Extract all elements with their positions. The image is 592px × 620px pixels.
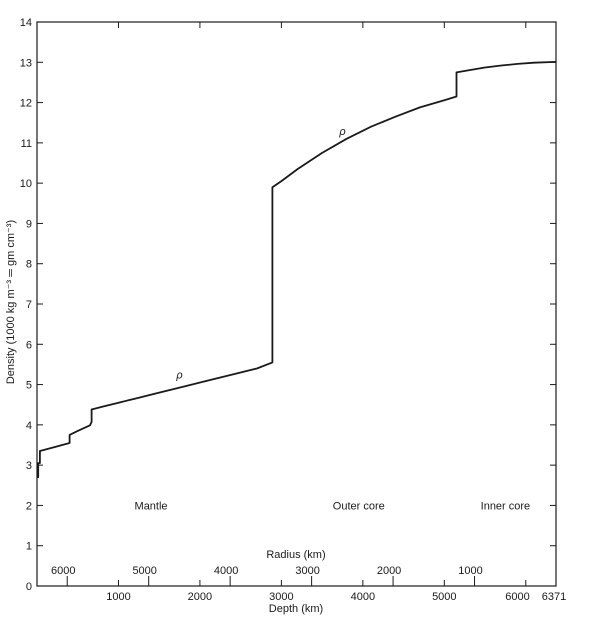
series-group xyxy=(37,61,557,479)
x-tick-label: 6371 xyxy=(542,591,566,603)
y-tick-label: 2 xyxy=(26,500,32,512)
region-label: Inner core xyxy=(481,500,531,512)
region-label: Outer core xyxy=(333,500,385,512)
y-tick-label: 9 xyxy=(26,218,32,230)
curve-annotations: ρρ xyxy=(175,126,345,382)
x-tick-label: 2000 xyxy=(188,591,212,603)
rho-annotation: ρ xyxy=(175,370,182,382)
x-axis: 1000 2000 3000 4000 5000 6000 6371 xyxy=(106,22,566,603)
y-tick-label: 11 xyxy=(21,138,32,150)
y-tick-label: 5 xyxy=(26,380,32,392)
x-tick-label: 6000 xyxy=(505,591,529,603)
region-labels: Mantle Outer core Inner core xyxy=(135,500,531,512)
rho-annotation: ρ xyxy=(338,126,345,138)
y-tick-label: 8 xyxy=(26,259,32,271)
y-tick-label: 3 xyxy=(26,460,32,472)
radius-tick-label: 6000 xyxy=(51,565,75,577)
x-tick-label: 3000 xyxy=(269,591,293,603)
x-tick-label: 1000 xyxy=(106,591,130,603)
y-tick-label: 12 xyxy=(20,98,32,110)
radius-tick-label: 5000 xyxy=(132,565,156,577)
x-axis-label: Depth (km) xyxy=(269,603,323,615)
y-tick-label: 13 xyxy=(20,57,32,69)
radius-tick-label: 4000 xyxy=(214,565,238,577)
radius-tick-label: 1000 xyxy=(458,565,482,577)
region-label: Mantle xyxy=(135,500,168,512)
x-tick-label: 5000 xyxy=(432,591,456,603)
y-tick-label: 10 xyxy=(20,178,32,190)
y-tick-label: 7 xyxy=(26,299,32,311)
y-tick-label: 6 xyxy=(26,339,32,351)
x-tick-label: 4000 xyxy=(351,591,375,603)
y-tick-label: 0 xyxy=(26,581,32,593)
y-tick-label: 1 xyxy=(26,541,32,553)
radius-tick-label: 3000 xyxy=(295,565,319,577)
radius-axis-label: Radius (km) xyxy=(266,549,325,561)
density-series-line xyxy=(37,61,557,479)
y-tick-label: 4 xyxy=(26,420,32,432)
plot-frame xyxy=(36,21,557,587)
radius-tick-label: 2000 xyxy=(377,565,401,577)
radius-axis: 6000 5000 4000 3000 2000 1000 xyxy=(51,565,483,586)
y-tick-label: 14 xyxy=(20,17,32,29)
y-axis-label: Density (1000 kg m⁻³ ═ gm cm⁻³) xyxy=(5,220,17,384)
